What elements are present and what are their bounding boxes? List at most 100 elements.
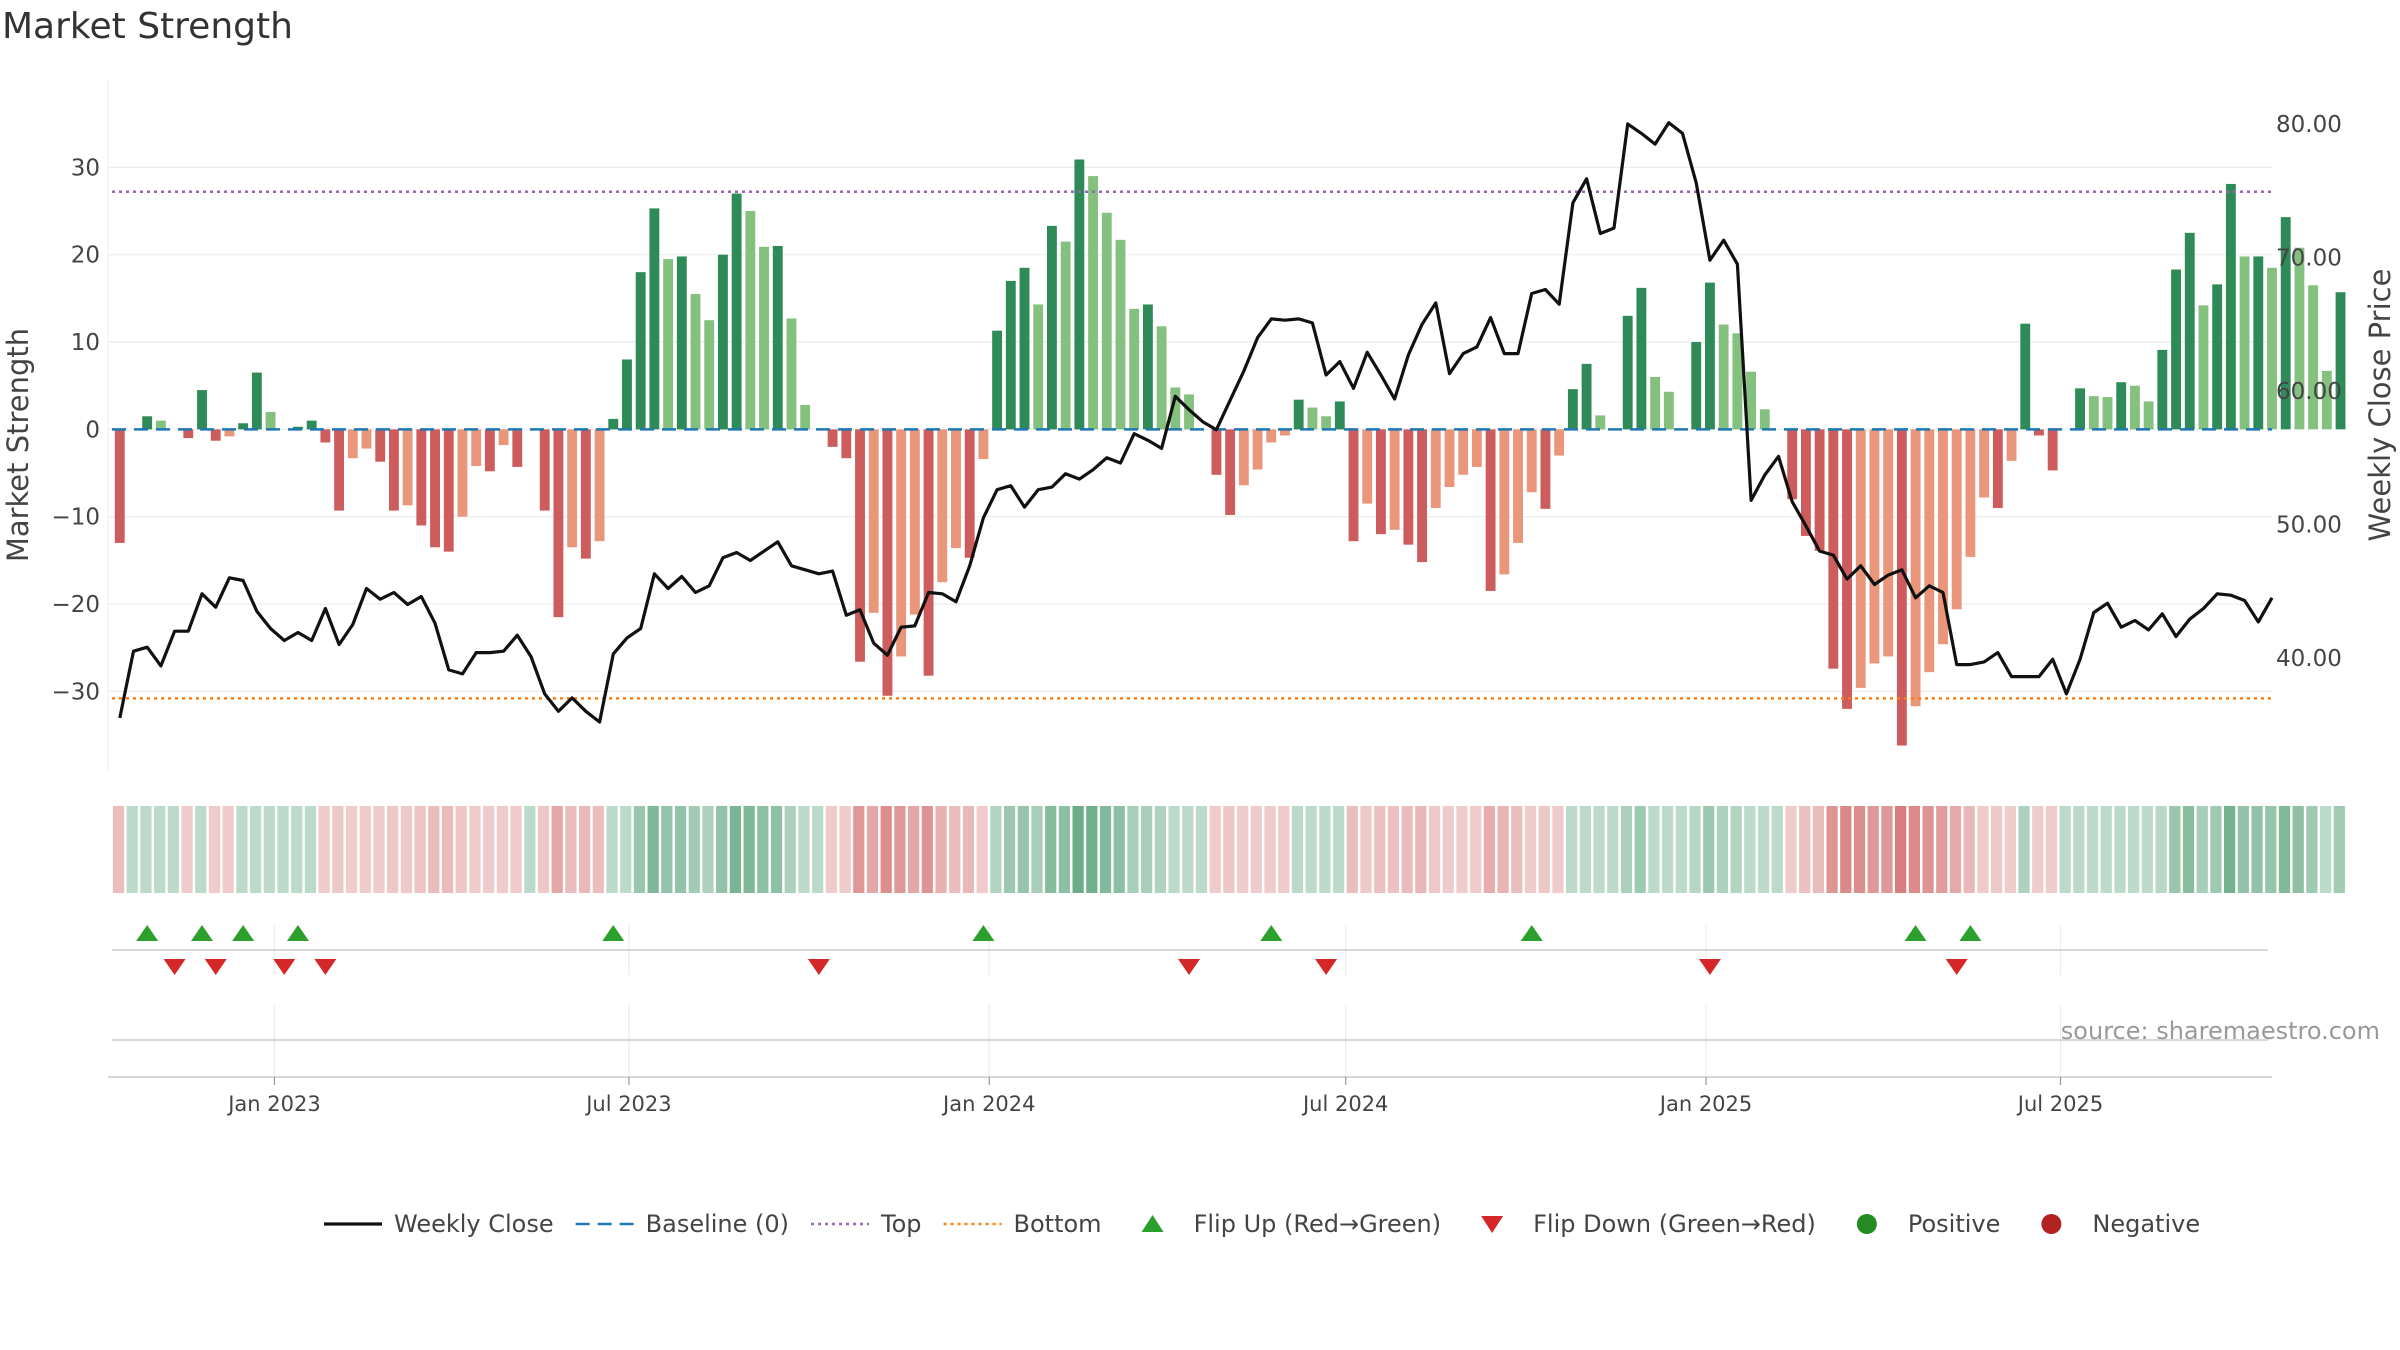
heat-cell [2100,806,2112,893]
heat-cell [2086,806,2099,893]
legend-flip-up-icon [1141,1215,1164,1232]
heat-cell [222,806,234,893]
heat-cell [167,806,179,893]
heat-cell [606,806,618,893]
strength-bar [1225,429,1236,515]
heat-cell [2237,806,2249,893]
strength-bar [265,411,276,430]
heat-cell [1072,806,1084,893]
right-tick-label: 40.00 [2276,646,2342,672]
heat-cell [1895,806,1907,893]
heat-cell [1716,806,1729,893]
left-tick-label: 10 [71,330,100,356]
heat-cell [1428,806,1441,893]
heat-cell [1853,806,1866,893]
legend-item: Top [811,1210,922,1238]
heat-cell [2319,806,2332,893]
heat-cell [154,806,166,893]
heat-cell [1593,806,1605,893]
heat-cell [1840,806,1852,893]
legend-label: Bottom [1014,1210,1102,1238]
flip-up-marker [191,925,214,941]
heat-cell [812,806,824,893]
legend-item: Flip Down (Green→Red) [1481,1210,1816,1238]
strength-bar [772,245,783,430]
heat-cell [1703,806,1715,893]
heat-cell [1415,806,1427,893]
heat-cell [2196,806,2208,893]
heat-cell [894,806,906,893]
strength-bar [498,429,509,446]
heat-cell [318,806,330,893]
strength-bar [1184,394,1194,430]
strength-bar [1348,429,1359,542]
strength-bar [731,193,742,430]
heat-cell [2278,806,2291,893]
heat-cell [1497,806,1509,893]
strength-bar [1005,280,1016,430]
heat-cell [962,806,975,893]
strength-bar [759,246,769,430]
heat-cell [1812,806,1825,893]
strength-bar [512,429,523,467]
strength-bar [1581,363,1592,430]
strength-bar [402,429,413,506]
strength-bar [1965,429,1976,557]
strength-bar [1471,429,1482,467]
heat-cell [674,806,687,893]
strength-bar [2225,183,2236,430]
strength-bar [2267,267,2277,430]
strength-bar [608,418,619,430]
heat-cell [277,806,289,893]
heat-cell [2018,806,2030,893]
strength-bar [2171,269,2181,430]
strength-bar [2184,232,2195,430]
strength-bar [882,429,893,696]
heat-cell [140,806,152,893]
strength-bar [1759,409,1770,430]
heat-cell [1757,806,1770,893]
heat-cell [1675,806,1687,893]
strength-bar [2102,397,2113,430]
strength-bar [2308,285,2319,430]
heat-cell [2032,806,2044,893]
heat-cell [496,806,508,893]
heat-cell [112,806,125,893]
flip-up-marker [1904,925,1927,941]
strength-bar [1307,407,1318,430]
strength-bar [251,372,262,430]
strength-bar [1403,429,1414,545]
heat-cell [2251,806,2263,893]
heat-cell [345,806,358,893]
strength-bar [1828,429,1839,669]
heat-cell [1346,806,1358,893]
strength-bar [1924,429,1935,673]
left-tick-label: −10 [51,505,100,531]
strength-bar [238,423,249,430]
heat-cell [441,806,454,893]
strength-bar [539,429,550,511]
heat-cell [263,806,275,893]
strength-bar [992,330,1003,430]
left-tick-label: −30 [51,679,100,705]
heat-cell [2210,806,2222,893]
strength-bar [2335,292,2346,430]
heat-cell [1881,806,1893,893]
weekly-close-line [118,121,2274,724]
heat-cell [126,806,138,893]
heat-cell [565,806,577,893]
heat-cell [2114,806,2126,893]
strength-bar [347,429,358,459]
strength-bar [1800,429,1811,536]
heat-cell [1990,806,2003,893]
heat-cell [949,806,961,893]
heat-cell [236,806,248,893]
strength-bar [1088,176,1098,430]
right-tick-label: 80.00 [2276,112,2342,138]
strength-bar [1156,326,1167,430]
heat-cell [1058,806,1071,893]
heat-cell [1291,806,1304,893]
strength-bar [197,390,207,430]
right-tick-label: 60.00 [2276,379,2342,405]
heat-cell [798,806,810,893]
